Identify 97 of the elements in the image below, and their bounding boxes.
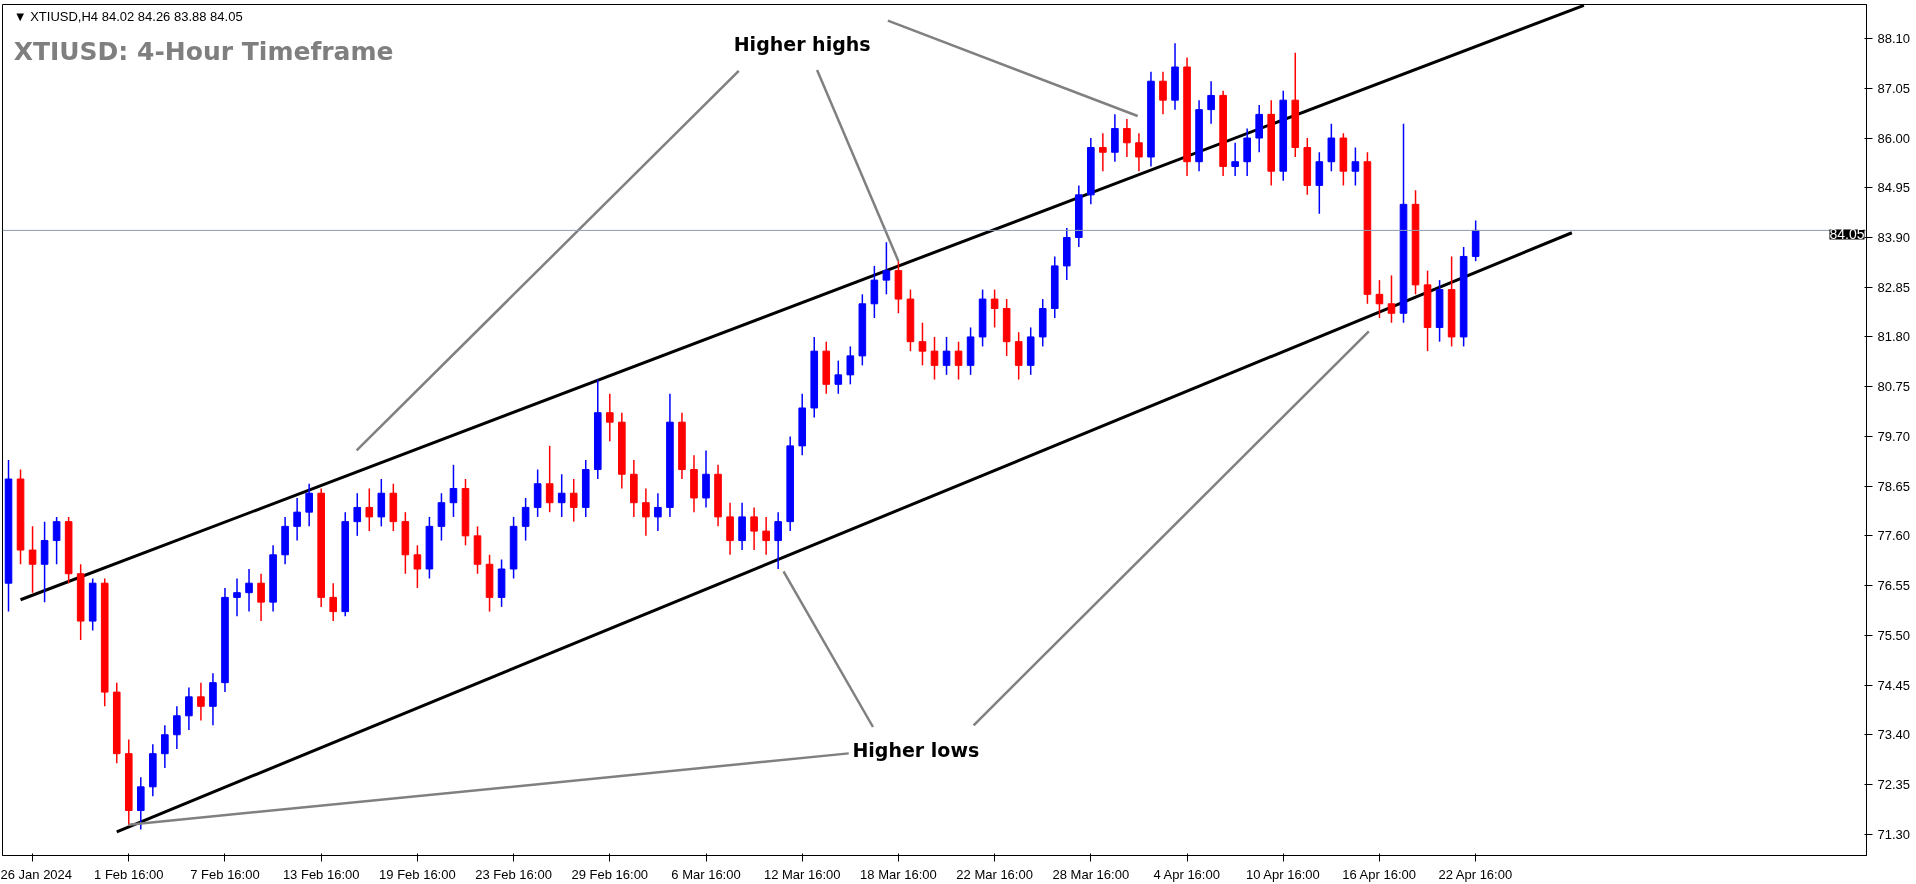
x-tick-label: 26 Jan 2024 bbox=[0, 866, 73, 882]
x-tick-label: 22 Mar 16:00 bbox=[956, 866, 1033, 882]
y-tick-label: 86.00 bbox=[1877, 130, 1911, 146]
candlestick bbox=[40, 520, 49, 603]
candlestick bbox=[942, 336, 951, 376]
candlestick bbox=[533, 468, 542, 518]
y-tick-label: 81.80 bbox=[1877, 329, 1911, 345]
candlestick bbox=[1255, 104, 1263, 153]
candlestick bbox=[245, 568, 253, 613]
y-tick-label: 75.50 bbox=[1877, 627, 1911, 643]
candlestick bbox=[1243, 127, 1251, 177]
x-tick-label: 1 Feb 16:00 bbox=[94, 866, 164, 882]
candlestick bbox=[437, 492, 446, 542]
y-tick-label: 87.05 bbox=[1877, 80, 1911, 96]
candlestick bbox=[834, 359, 843, 395]
candlestick bbox=[1231, 142, 1239, 177]
candlestick bbox=[233, 577, 241, 618]
x-tick-label: 13 Feb 16:00 bbox=[282, 866, 360, 882]
candlestick bbox=[954, 340, 963, 381]
candlestick bbox=[449, 464, 458, 518]
candlestick bbox=[726, 501, 734, 556]
candlestick bbox=[1375, 279, 1384, 319]
candlestick bbox=[185, 686, 193, 731]
candlestick bbox=[1327, 123, 1336, 172]
y-tick-label: 79.70 bbox=[1877, 428, 1911, 444]
text: XTIUSD: 4-Hour Timeframe bbox=[13, 36, 394, 66]
y-tick-label: 76.55 bbox=[1877, 578, 1911, 594]
y-tick-label: 77.60 bbox=[1877, 528, 1911, 544]
candlestick bbox=[702, 449, 710, 509]
x-tick-label: 28 Mar 16:00 bbox=[1052, 866, 1130, 882]
candlestick bbox=[1135, 132, 1143, 172]
candlestick bbox=[257, 572, 265, 622]
candlestick bbox=[377, 478, 386, 528]
candlestick bbox=[1207, 80, 1215, 125]
candlestick bbox=[930, 336, 939, 381]
x-tick-label: 12 Mar 16:00 bbox=[763, 866, 841, 882]
candlestick bbox=[1014, 331, 1023, 381]
candlestick bbox=[305, 483, 313, 528]
candlestick bbox=[738, 501, 746, 551]
candlestick bbox=[569, 478, 578, 523]
candlestick bbox=[353, 492, 362, 537]
candlestick bbox=[136, 776, 145, 831]
candlestick bbox=[293, 497, 301, 542]
candlestick bbox=[209, 672, 217, 727]
y-tick-label: 83.90 bbox=[1877, 229, 1911, 245]
candlestick bbox=[1315, 151, 1324, 215]
candlestick bbox=[413, 544, 422, 589]
x-tick-label: 29 Feb 16:00 bbox=[571, 866, 649, 882]
candlestick bbox=[990, 288, 999, 329]
candlestick bbox=[329, 582, 338, 622]
candlestick bbox=[161, 724, 169, 769]
candlestick bbox=[654, 492, 662, 532]
x-tick-label: 23 Feb 16:00 bbox=[475, 866, 552, 882]
candlestick bbox=[762, 516, 770, 556]
y-tick-label: 73.40 bbox=[1877, 727, 1911, 743]
candlestick bbox=[521, 497, 530, 542]
candlestick bbox=[642, 487, 650, 537]
annotation: Higher highs bbox=[733, 32, 871, 55]
x-tick-label: 18 Mar 16:00 bbox=[860, 866, 937, 882]
candlestick bbox=[365, 487, 374, 532]
candlestick bbox=[1123, 118, 1131, 158]
candlestick bbox=[28, 525, 37, 594]
candlestick bbox=[1111, 113, 1119, 163]
candlestick bbox=[918, 321, 927, 367]
x-tick-label: 4 Apr 16:00 bbox=[1153, 866, 1220, 882]
candlestick bbox=[545, 445, 554, 513]
x-tick-label: 16 Apr 16:00 bbox=[1342, 866, 1416, 882]
candlestick bbox=[197, 681, 205, 722]
candlestick bbox=[1099, 132, 1107, 172]
candlestick bbox=[1387, 274, 1396, 324]
y-tick-label: 88.10 bbox=[1877, 31, 1911, 47]
ref-line-label: 84.05 bbox=[1829, 226, 1865, 243]
y-tick-label: 72.35 bbox=[1877, 776, 1911, 792]
candlestick bbox=[750, 506, 758, 551]
x-tick-label: 6 Mar 16:00 bbox=[671, 866, 741, 882]
candlestick bbox=[52, 516, 61, 566]
candlestick bbox=[557, 473, 566, 518]
x-tick-label: 10 Apr 16:00 bbox=[1246, 866, 1320, 882]
candlestick bbox=[774, 511, 782, 570]
x-tick-label: 7 Feb 16:00 bbox=[190, 866, 260, 882]
candlestick bbox=[1351, 146, 1360, 187]
y-tick-label: 74.45 bbox=[1877, 677, 1911, 693]
chart-subtitle: ▼ XTIUSD,H4 84.02 84.26 83.88 84.05 bbox=[13, 8, 243, 24]
y-tick-label: 82.85 bbox=[1877, 279, 1911, 295]
y-tick-label: 71.30 bbox=[1877, 826, 1911, 842]
candlestick bbox=[870, 265, 879, 319]
x-tick-label: 19 Feb 16:00 bbox=[379, 866, 456, 882]
candlestick bbox=[606, 393, 614, 442]
y-tick-label: 84.95 bbox=[1877, 180, 1911, 196]
y-tick-label: 80.75 bbox=[1877, 379, 1911, 395]
candlestick bbox=[846, 345, 855, 386]
annotation: Higher lows bbox=[852, 738, 980, 761]
y-tick-label: 78.65 bbox=[1877, 478, 1911, 494]
x-tick-label: 22 Apr 16:00 bbox=[1438, 866, 1513, 882]
candlestick bbox=[882, 241, 891, 296]
candlestick bbox=[173, 705, 181, 750]
candlestick bbox=[1159, 71, 1167, 116]
